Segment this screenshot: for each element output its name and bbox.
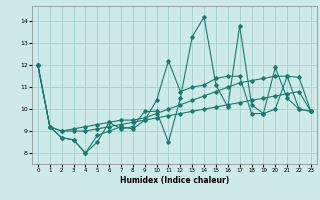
X-axis label: Humidex (Indice chaleur): Humidex (Indice chaleur) (120, 176, 229, 185)
